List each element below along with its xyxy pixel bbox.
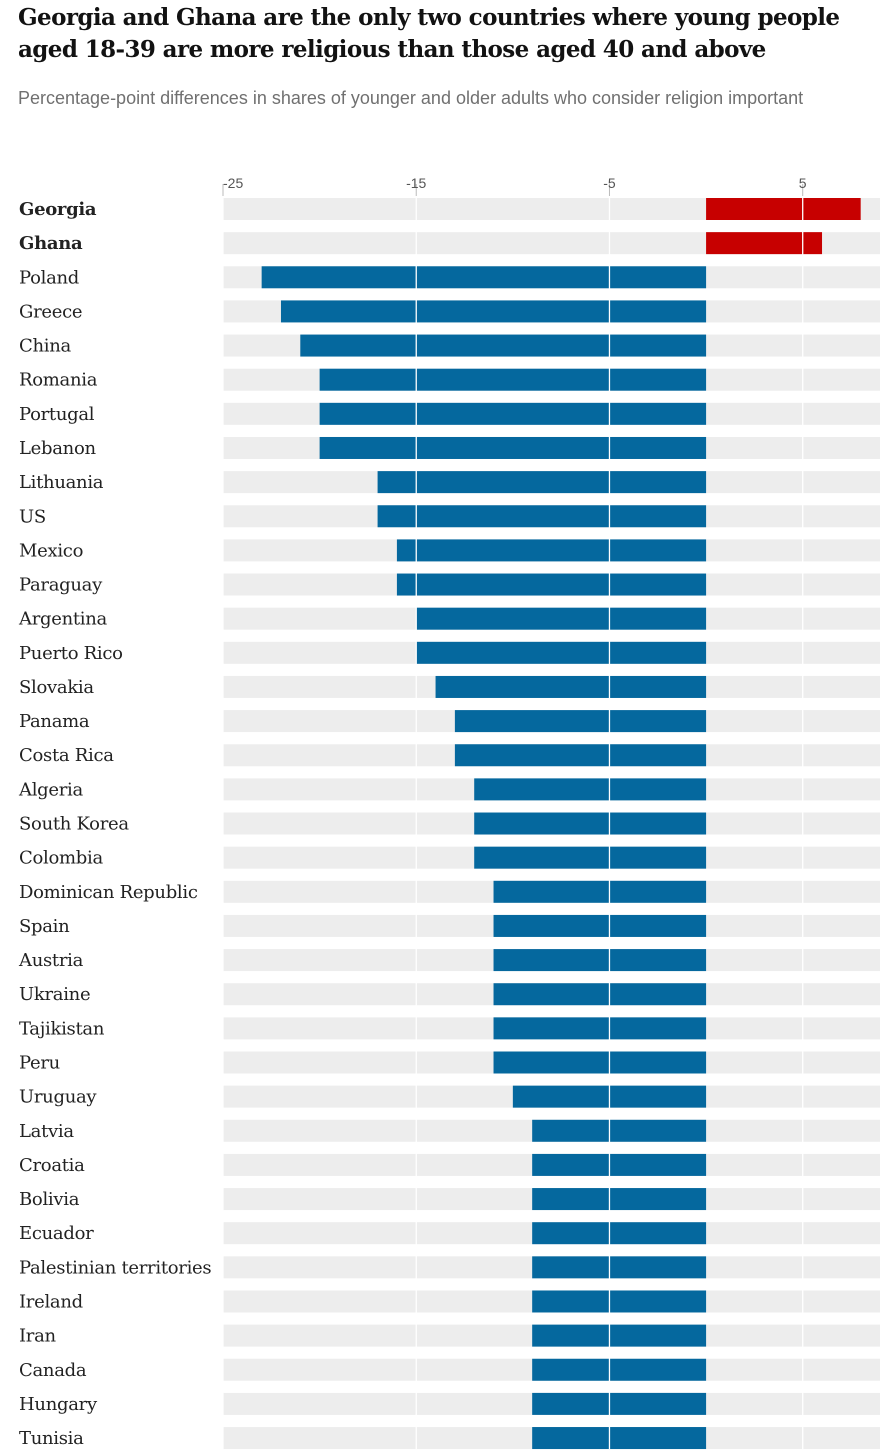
bar-costa-rica [454, 744, 707, 767]
bar-spain [493, 914, 707, 937]
bar-mexico [396, 539, 707, 562]
bar-argentina [416, 607, 707, 630]
category-label: US [19, 506, 46, 527]
bar-panama [454, 710, 707, 733]
category-label: South Korea [19, 814, 129, 835]
category-label: Lithuania [19, 472, 104, 493]
bar-poland [261, 266, 707, 289]
tick-label: -15 [406, 175, 426, 191]
category-label: Ukraine [19, 984, 90, 1005]
bar-latvia [532, 1119, 707, 1142]
bar-palestinian-territories [532, 1256, 707, 1279]
bar-us [377, 505, 707, 528]
tick-label: -25 [223, 175, 243, 191]
category-label: Argentina [18, 609, 108, 630]
bar-lebanon [319, 436, 707, 459]
category-label: Costa Rica [19, 745, 114, 766]
category-label: Tunisia [19, 1428, 84, 1449]
category-label: Mexico [19, 540, 83, 561]
category-label: Croatia [19, 1155, 85, 1176]
bar-georgia [706, 198, 861, 220]
category-label: Poland [19, 267, 79, 288]
bar-ireland [532, 1290, 707, 1313]
bar-greece [280, 300, 707, 323]
category-label: Slovakia [19, 677, 94, 698]
bar-austria [493, 949, 707, 972]
category-label: Iran [19, 1326, 57, 1347]
bar-lithuania [377, 471, 707, 494]
bar-iran [532, 1324, 707, 1347]
bar-puerto-rico [416, 641, 707, 664]
bar-algeria [474, 778, 707, 801]
bar-ghana [706, 232, 823, 255]
category-label: Austria [18, 950, 84, 971]
category-label: Ecuador [19, 1223, 94, 1244]
bar-tunisia [532, 1427, 707, 1450]
category-label: Peru [19, 1053, 60, 1074]
category-label: Dominican Republic [19, 882, 198, 903]
category-label: Georgia [19, 199, 97, 220]
category-label: Uruguay [19, 1087, 97, 1108]
bar-hungary [532, 1392, 707, 1415]
bar-dominican-republic [493, 880, 707, 903]
category-label: Canada [19, 1360, 87, 1381]
category-label: Greece [19, 301, 82, 322]
bar-tajikistan [493, 1017, 707, 1040]
bar-bolivia [532, 1188, 707, 1211]
category-label: Paraguay [19, 575, 103, 596]
chart-title: Georgia and Ghana are the only two count… [18, 4, 840, 63]
category-label: Ireland [19, 1291, 83, 1312]
category-label: Spain [19, 916, 70, 937]
bar-south-korea [474, 812, 707, 835]
category-label: Algeria [18, 779, 83, 800]
category-label: Puerto Rico [19, 643, 123, 664]
bar-paraguay [396, 573, 707, 596]
tick-label: -5 [603, 175, 616, 191]
bar-china [300, 334, 707, 357]
bar-canada [532, 1358, 707, 1381]
bar-slovakia [435, 675, 707, 698]
bar-portugal [319, 402, 707, 425]
bar-peru [493, 1051, 707, 1074]
category-label: Tajikistan [19, 1018, 105, 1039]
bar-ukraine [493, 983, 707, 1006]
category-label: Hungary [19, 1394, 98, 1415]
category-label: Latvia [19, 1121, 74, 1142]
category-label: Panama [19, 711, 90, 732]
category-label: Bolivia [19, 1189, 80, 1210]
category-label: Colombia [19, 848, 103, 869]
category-label: Portugal [19, 404, 95, 425]
bar-croatia [532, 1153, 707, 1176]
category-label: Ghana [19, 233, 83, 254]
bar-romania [319, 368, 707, 391]
category-label: Lebanon [19, 438, 96, 459]
tick-label: 5 [799, 175, 807, 191]
category-label: Palestinian territories [19, 1257, 211, 1278]
category-label: China [19, 336, 72, 357]
bar-colombia [474, 846, 707, 869]
bar-ecuador [532, 1222, 707, 1245]
category-label: Romania [19, 370, 98, 391]
chart-subtitle: Percentage-point differences in shares o… [18, 88, 804, 108]
